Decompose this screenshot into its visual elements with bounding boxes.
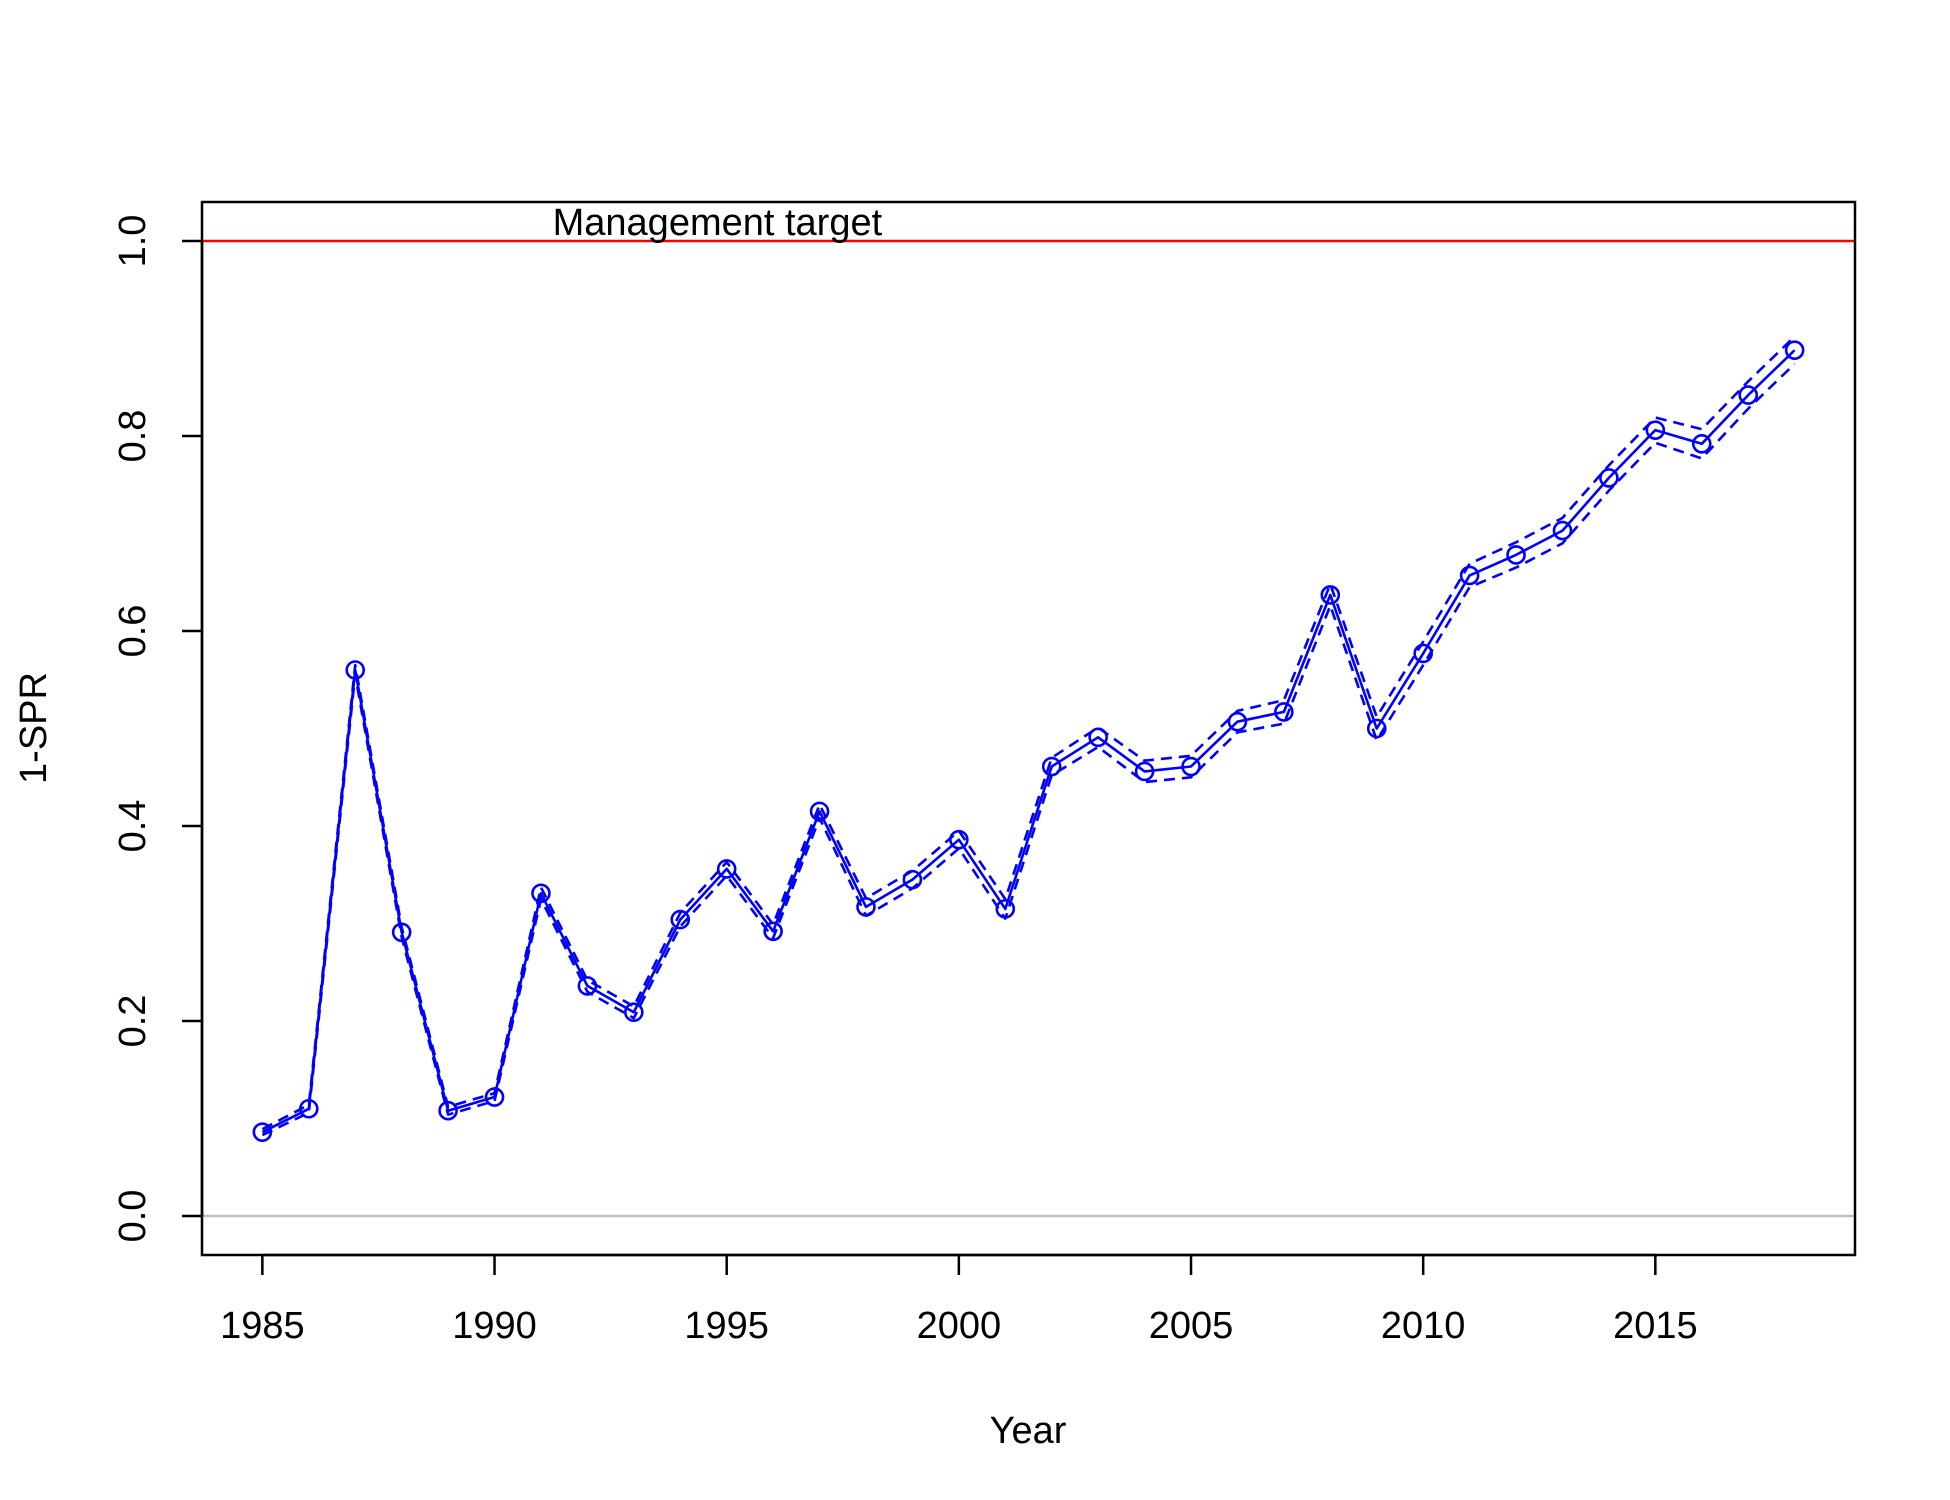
data-point-2006 (1227, 711, 1248, 732)
data-point-1993 (624, 1002, 644, 1023)
x-tick-label-1990: 1990 (452, 1305, 537, 1347)
y-axis: 0.0 0.2 0.4 0.6 0.8 1.0 (112, 215, 204, 1243)
x-axis: 1985 1990 1995 2000 2005 2010 2015 (220, 1253, 1698, 1347)
data-point-1992 (577, 976, 598, 996)
y-tick-label-3: 0.6 (112, 605, 154, 658)
series-line-estimate (261, 349, 1796, 1134)
x-tick-label-2015: 2015 (1613, 1305, 1698, 1347)
data-point-1998 (856, 897, 876, 917)
data-point-1986 (298, 1098, 319, 1119)
data-point-1996 (763, 921, 783, 942)
data-point-2016 (1691, 433, 1712, 454)
plot-frame (200, 200, 1857, 1257)
reference-lines (202, 239, 1855, 1218)
y-tick-label-0: 0.0 (112, 1190, 154, 1243)
data-point-2002 (1041, 756, 1062, 777)
data-point-2008 (1320, 585, 1341, 605)
series-markers (252, 340, 1805, 1142)
data-point-2010 (1413, 643, 1433, 664)
y-tick-label-1: 0.2 (112, 995, 154, 1048)
data-point-1994 (670, 909, 691, 930)
data-point-2012 (1506, 545, 1526, 565)
data-point-2004 (1134, 761, 1155, 782)
y-tick-label-2: 0.4 (112, 800, 154, 853)
data-point-2000 (949, 829, 969, 850)
data-point-2018 (1784, 340, 1805, 361)
series-lines (261, 335, 1796, 1137)
data-point-2017 (1738, 385, 1759, 405)
x-tick-label-1995: 1995 (684, 1305, 769, 1347)
x-tick-label-1985: 1985 (220, 1305, 305, 1347)
data-point-1991 (531, 883, 551, 904)
data-point-1990 (484, 1087, 505, 1107)
data-point-1997 (809, 801, 830, 822)
y-tick-label-5: 1.0 (112, 215, 154, 268)
data-point-2001 (995, 899, 1016, 919)
y-axis-title: 1-SPR (13, 672, 55, 784)
y-tick-label-4: 0.8 (112, 410, 154, 463)
data-point-1985 (252, 1122, 273, 1142)
data-point-2009 (1366, 718, 1387, 739)
annotations: Management target (553, 202, 883, 244)
data-point-2015 (1645, 420, 1666, 440)
x-tick-label-2000: 2000 (917, 1305, 1002, 1347)
data-point-1999 (902, 869, 923, 890)
data-point-2011 (1459, 565, 1480, 586)
series-line-upper-interval (261, 335, 1796, 1131)
data-point-2014 (1599, 468, 1619, 488)
data-point-2013 (1552, 520, 1573, 541)
x-tick-label-2005: 2005 (1149, 1305, 1234, 1347)
data-point-1989 (438, 1100, 458, 1121)
x-tick-label-2010: 2010 (1381, 1305, 1466, 1347)
data-point-1988 (391, 922, 412, 943)
data-point-1995 (716, 859, 737, 879)
data-point-2005 (1181, 756, 1201, 777)
x-axis-title: Year (990, 1410, 1067, 1452)
series-line-lower-interval (261, 362, 1796, 1137)
data-point-1987 (345, 660, 366, 680)
data-point-2003 (1088, 727, 1108, 748)
data-point-2007 (1274, 702, 1294, 722)
annotation-management-target: Management target (553, 202, 883, 244)
